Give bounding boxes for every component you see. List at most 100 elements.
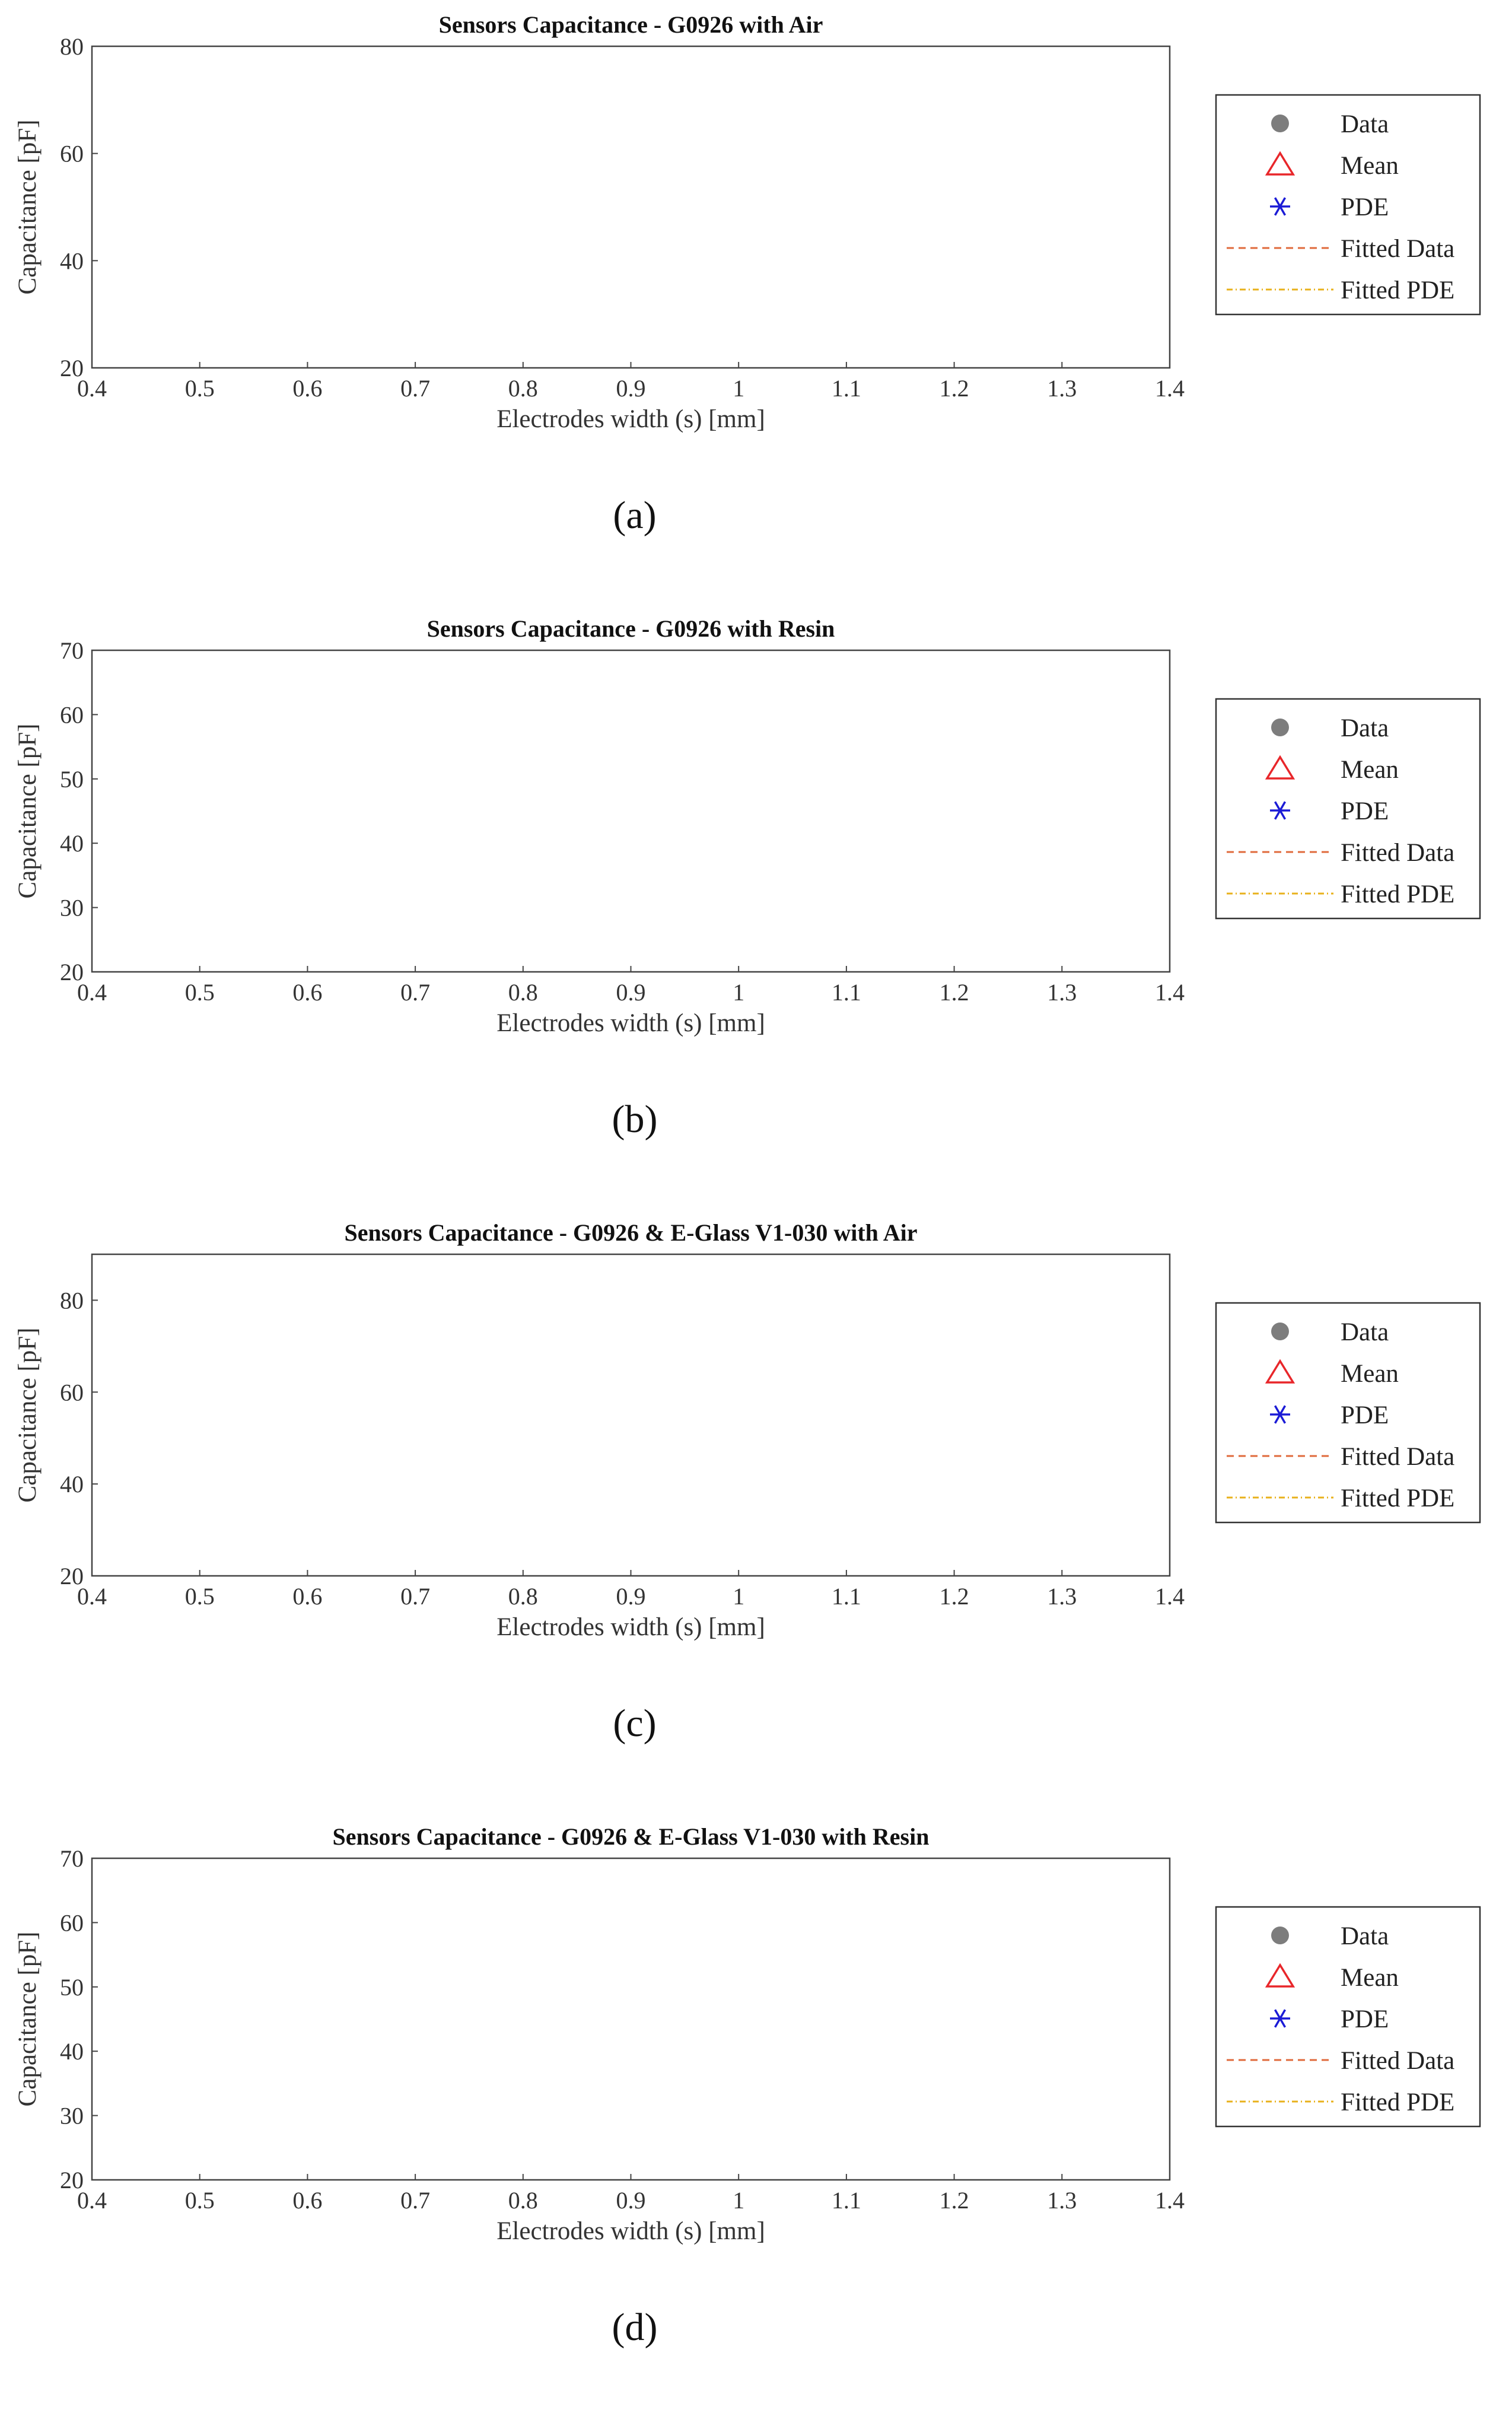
axes-frame [91, 649, 1171, 973]
legend-label: Data [1341, 1922, 1389, 1950]
y-tick-label: 30 [60, 2103, 84, 2129]
x-tick-label: 1.4 [1155, 375, 1185, 402]
x-tick-label: 0.8 [508, 979, 538, 1006]
x-tick-label: 0.8 [508, 375, 538, 402]
y-tick-label: 50 [60, 1974, 84, 2001]
legend-label: Fitted PDE [1341, 2088, 1454, 2116]
legend-data-marker [1271, 1927, 1289, 1944]
x-tick-label: 1.4 [1155, 979, 1185, 1006]
legend-box [1215, 698, 1481, 920]
legend-label: Mean [1341, 1360, 1399, 1388]
x-axis-label: Electrodes width (s) [mm] [496, 1009, 765, 1037]
x-tick-label: 1 [733, 375, 744, 402]
x-tick-label: 0.6 [292, 1583, 322, 1610]
y-axis-label: Capacitance [pF] [14, 1932, 42, 2107]
panel-caption: (a) [613, 494, 656, 537]
legend-label: PDE [1341, 193, 1389, 221]
x-tick-label: 1.2 [940, 2187, 969, 2214]
x-tick-label: 0.8 [508, 2187, 538, 2214]
chart-title: Sensors Capacitance - G0926 with Resin [427, 615, 835, 642]
x-tick-label: 0.5 [185, 375, 215, 402]
axes-frame [91, 1857, 1171, 2181]
x-tick-label: 0.7 [400, 1583, 430, 1610]
y-tick-label: 40 [60, 1471, 84, 1498]
y-tick-label: 30 [60, 895, 84, 921]
x-tick-label: 1 [733, 979, 744, 1006]
legend-pde-marker [1270, 1405, 1290, 1424]
x-tick-label: 0.5 [185, 2187, 215, 2214]
x-tick-label: 1.3 [1047, 2187, 1077, 2214]
x-axis-label: Electrodes width (s) [mm] [496, 405, 765, 433]
x-tick-label: 0.9 [616, 2187, 646, 2214]
x-tick-label: 1.3 [1047, 979, 1077, 1006]
legend-label: Fitted Data [1341, 839, 1454, 867]
y-tick-label: 60 [60, 141, 84, 167]
chart-title: Sensors Capacitance - G0926 & E-Glass V1… [333, 1823, 930, 1850]
y-tick-label: 80 [60, 1287, 84, 1314]
legend-label: Data [1341, 1318, 1389, 1346]
legend-data-marker [1271, 1323, 1289, 1340]
legend-label: Mean [1341, 152, 1399, 180]
x-tick-label: 0.5 [185, 1583, 215, 1610]
x-tick-label: 1.1 [832, 1583, 861, 1610]
chart-title: Sensors Capacitance - G0926 with Air [439, 11, 823, 38]
x-tick-label: 1.2 [940, 979, 969, 1006]
legend-label: PDE [1341, 797, 1389, 825]
y-tick-label: 40 [60, 830, 84, 857]
legend-label: Fitted PDE [1341, 1484, 1454, 1512]
legend-pde-marker [1270, 2009, 1290, 2028]
y-tick-label: 70 [60, 1845, 84, 1872]
x-tick-label: 0.8 [508, 1583, 538, 1610]
x-tick-label: 0.6 [292, 375, 322, 402]
x-tick-label: 0.4 [77, 1583, 107, 1610]
chart-panel-d: Sensors Capacitance - G0926 & E-Glass V1… [14, 1823, 1481, 2349]
x-tick-label: 1 [733, 2187, 744, 2214]
y-tick-label: 60 [60, 1379, 84, 1406]
y-tick-label: 20 [60, 355, 84, 382]
legend-label: Data [1341, 110, 1389, 138]
x-tick-label: 0.9 [616, 979, 646, 1006]
x-tick-label: 1.3 [1047, 1583, 1077, 1610]
x-tick-label: 1.4 [1155, 2187, 1185, 2214]
legend: Data Mean PDE Fitted Data Fitted PDE [1215, 698, 1481, 920]
x-tick-label: 0.9 [616, 1583, 646, 1610]
y-tick-label: 40 [60, 247, 84, 274]
y-axis-label: Capacitance [pF] [14, 724, 42, 899]
axes-frame [91, 45, 1171, 369]
legend: Data Mean PDE Fitted Data Fitted PDE [1215, 1906, 1481, 2128]
legend-data-marker [1271, 719, 1289, 736]
chart-panel-b: Sensors Capacitance - G0926 with Resin 0.… [14, 615, 1481, 1141]
x-tick-label: 0.7 [400, 979, 430, 1006]
y-tick-label: 20 [60, 1563, 84, 1590]
x-tick-label: 1.1 [832, 979, 861, 1006]
legend-mean-marker [1265, 151, 1295, 176]
legend-mean-marker [1265, 755, 1295, 780]
axes-frame [91, 1253, 1171, 1577]
x-axis-label: Electrodes width (s) [mm] [496, 1613, 765, 1641]
legend: Data Mean PDE Fitted Data Fitted PDE [1215, 1302, 1481, 1524]
y-tick-label: 20 [60, 959, 84, 986]
x-axis-label: Electrodes width (s) [mm] [496, 2217, 765, 2245]
x-tick-label: 0.5 [185, 979, 215, 1006]
y-tick-label: 50 [60, 766, 84, 793]
legend-label: Fitted PDE [1341, 880, 1454, 908]
legend-label: PDE [1341, 1401, 1389, 1429]
panel-caption: (c) [613, 1702, 656, 1745]
x-tick-label: 1.2 [940, 1583, 969, 1610]
x-tick-label: 0.6 [292, 2187, 322, 2214]
x-tick-label: 0.6 [292, 979, 322, 1006]
y-axis-label: Capacitance [pF] [14, 1328, 42, 1503]
chart-title: Sensors Capacitance - G0926 & E-Glass V1… [345, 1219, 918, 1246]
x-tick-label: 0.4 [77, 375, 107, 402]
y-tick-label: 80 [60, 33, 84, 60]
legend-pde-marker [1270, 197, 1290, 216]
legend-mean-marker [1265, 1359, 1295, 1384]
y-tick-label: 40 [60, 2038, 84, 2065]
legend-label: Fitted PDE [1341, 276, 1454, 304]
x-tick-label: 1.4 [1155, 1583, 1185, 1610]
y-tick-label: 20 [60, 2167, 84, 2194]
chart-panel-c: Sensors Capacitance - G0926 & E-Glass V1… [14, 1219, 1481, 1745]
legend-box [1215, 1906, 1481, 2128]
legend-label: Data [1341, 714, 1389, 742]
